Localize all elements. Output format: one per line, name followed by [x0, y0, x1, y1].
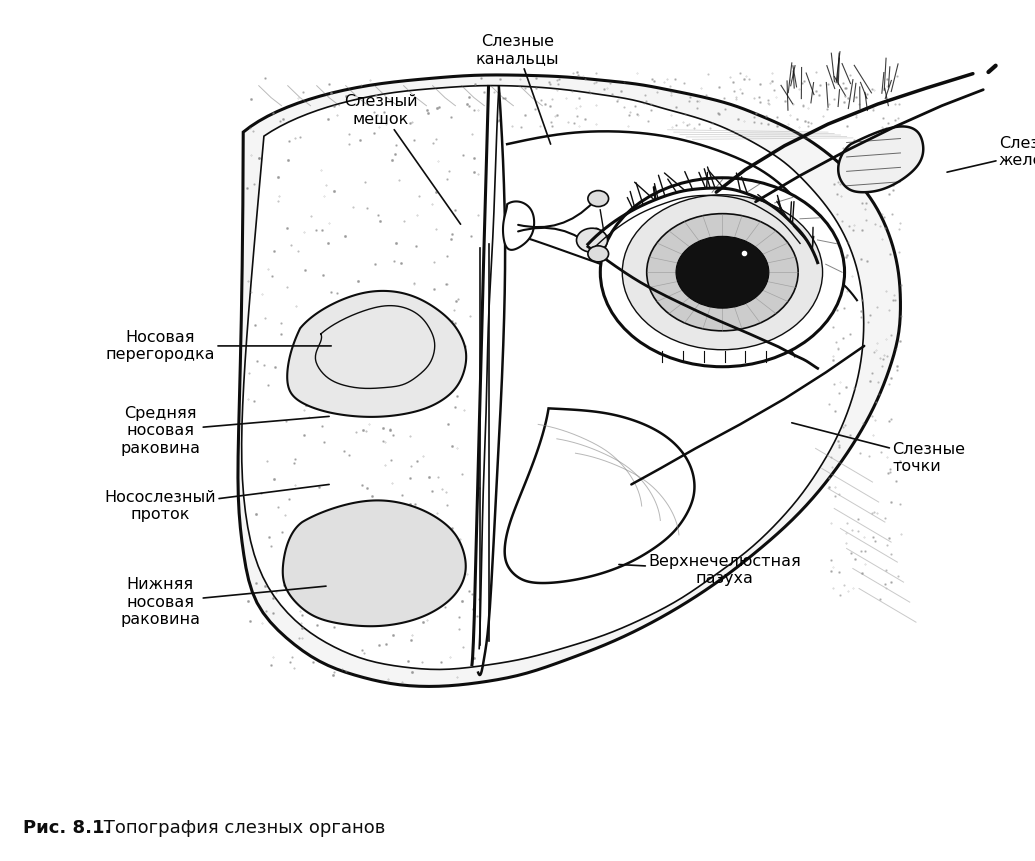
- Text: Носовая
перегородка: Носовая перегородка: [106, 330, 331, 362]
- Circle shape: [622, 195, 823, 350]
- Circle shape: [576, 228, 608, 252]
- Circle shape: [600, 177, 845, 367]
- Text: Слезные
точки: Слезные точки: [792, 423, 966, 474]
- Circle shape: [588, 246, 609, 262]
- Text: Слезные
канальцы: Слезные канальцы: [476, 34, 559, 144]
- Text: Нижняя
носовая
раковина: Нижняя носовая раковина: [120, 577, 326, 627]
- Text: Слезная
железа: Слезная железа: [947, 136, 1035, 172]
- Polygon shape: [592, 228, 602, 251]
- Polygon shape: [283, 500, 466, 626]
- Text: Топография слезных органов: Топография слезных органов: [98, 819, 386, 837]
- Text: Рис. 8.1.: Рис. 8.1.: [23, 819, 111, 837]
- Polygon shape: [838, 127, 923, 192]
- Text: Верхнечелюстная
пазуха: Верхнечелюстная пазуха: [619, 554, 801, 586]
- Polygon shape: [241, 85, 864, 670]
- Polygon shape: [288, 291, 466, 417]
- Text: Носослезный
проток: Носослезный проток: [105, 485, 329, 523]
- Polygon shape: [238, 75, 900, 686]
- Text: Средняя
носовая
раковина: Средняя носовая раковина: [120, 406, 329, 455]
- Polygon shape: [505, 408, 694, 583]
- Circle shape: [647, 214, 798, 331]
- Polygon shape: [503, 201, 534, 250]
- Circle shape: [676, 236, 769, 308]
- Text: Слезный
мешок: Слезный мешок: [344, 95, 461, 224]
- Circle shape: [588, 190, 609, 207]
